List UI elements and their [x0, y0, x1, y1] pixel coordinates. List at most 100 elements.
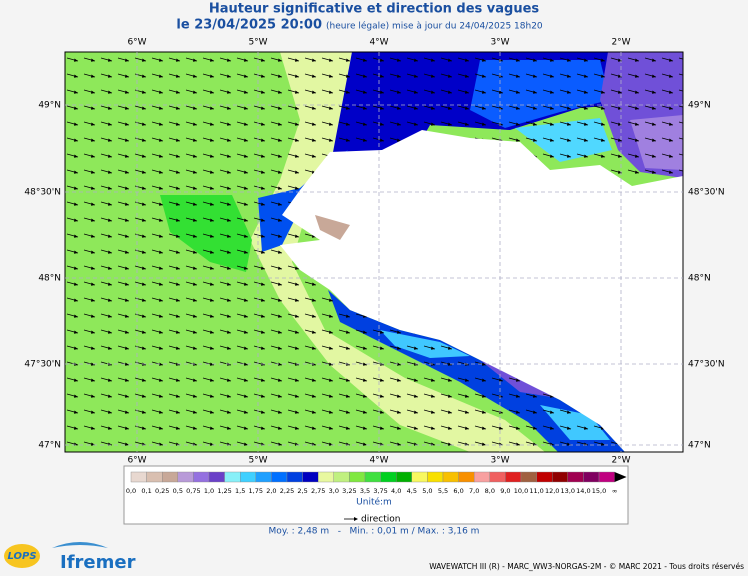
- colorbar-swatch: [536, 471, 553, 483]
- colorbar-label: 2,5: [297, 487, 307, 495]
- lon-label-top: 2°W: [611, 38, 630, 48]
- colorbar-label: 10,0: [514, 487, 528, 495]
- colorbar-swatch: [396, 471, 413, 483]
- colorbar-label: 9,0: [500, 487, 510, 495]
- colorbar-label: 4,5: [407, 487, 417, 495]
- colorbar-swatch: [146, 471, 163, 483]
- ifremer-text: Ifremer: [60, 552, 136, 573]
- colorbar-swatch: [411, 471, 428, 483]
- footer: WAVEWATCH III (R) - MARC_WW3-NORGAS-2M -…: [429, 562, 744, 571]
- colorbar-label: 5,0: [422, 487, 432, 495]
- title: Hauteur significative et direction des v…: [209, 2, 540, 17]
- colorbar-swatch: [489, 471, 506, 483]
- colorbar-label: 0,0: [126, 487, 136, 495]
- colorbar-label: 2,75: [311, 487, 325, 495]
- colorbar-swatch: [224, 471, 241, 483]
- colorbar-label: 12,0: [545, 487, 559, 495]
- lon-label-top: 6°W: [127, 38, 146, 48]
- colorbar-label: 1,25: [217, 487, 231, 495]
- colorbar-label: 2,25: [280, 487, 294, 495]
- colorbar-swatch: [364, 471, 381, 483]
- axis-labels: 6°W 6°W 5°W 5°W 4°W 4°W 3°W 3°W 2°W 2°W 49°N 49°N 48…: [24, 38, 724, 466]
- colorbar-swatch: [567, 471, 584, 483]
- lon-label-bottom: 3°W: [490, 456, 509, 466]
- colorbar-swatch: [583, 471, 600, 483]
- direction-arrow-head: [354, 517, 358, 521]
- colorbar-swatch: [271, 471, 288, 483]
- colorbar-swatch: [333, 471, 350, 483]
- colorbar-label: 3,25: [342, 487, 356, 495]
- lat-label-right: 49°N: [688, 101, 711, 111]
- lon-label-top: 5°W: [248, 38, 267, 48]
- stats: Moy. : 2,48 m - Min. : 0,01 m / Max. : 3…: [269, 527, 480, 537]
- colorbar-label: 6,0: [453, 487, 463, 495]
- lon-label-bottom: 5°W: [248, 456, 267, 466]
- colorbar-swatch: [552, 471, 569, 483]
- colorbar-swatch: [598, 471, 615, 483]
- lon-label-top: 3°W: [490, 38, 509, 48]
- colorbar-label: 15,0: [592, 487, 606, 495]
- lat-label-left: 48°30'N: [24, 188, 61, 198]
- lon-label-bottom: 6°W: [127, 456, 146, 466]
- colorbar-swatch: [286, 471, 303, 483]
- colorbar-swatch: [239, 471, 256, 483]
- colorbar-swatch: [520, 471, 537, 483]
- colorbar-label: 4,0: [391, 487, 401, 495]
- update-note: (heure légale) mise à jour du 24/04/2025…: [326, 21, 543, 32]
- colorbar-label: 3,5: [360, 487, 370, 495]
- colorbar-swatch: [302, 471, 319, 483]
- colorbar-swatch: [474, 471, 491, 483]
- lon-label-top: 4°W: [369, 38, 388, 48]
- colorbar-swatch: [427, 471, 444, 483]
- colorbar-label: 0,1: [141, 487, 151, 495]
- colorbar-swatch: [161, 471, 178, 483]
- colorbar-label: 0,25: [155, 487, 169, 495]
- direction-label: direction: [361, 515, 400, 525]
- colorbar-swatch: [442, 471, 459, 483]
- lops-text: LOPS: [7, 551, 36, 562]
- colorbar-label: 11,0: [529, 487, 543, 495]
- date: le 23/04/2025 20:00: [176, 18, 322, 33]
- colorbar-label: ∞: [612, 487, 617, 495]
- colorbar-label: 0,75: [186, 487, 200, 495]
- ifremer-wave: [52, 542, 108, 548]
- colorbar-swatch: [177, 471, 194, 483]
- lat-label-right: 47°30'N: [688, 360, 725, 370]
- colorbar-label: 7,0: [469, 487, 479, 495]
- colorbar-swatch: [255, 471, 272, 483]
- map: [65, 52, 683, 452]
- colorbar-label: 1,0: [204, 487, 214, 495]
- lat-label-right: 48°N: [688, 274, 711, 284]
- colorbar-label: 14,0: [576, 487, 590, 495]
- colorbar-label: 1,5: [235, 487, 245, 495]
- lat-label-left: 47°30'N: [24, 360, 61, 370]
- colorbar: 0,0 0,1 0,25 0,5 0,75 1,0 1,25 1,5 1,75 2,0 2,25 2,…: [126, 471, 627, 495]
- colorbar-swatch: [505, 471, 522, 483]
- graticule: [65, 52, 683, 452]
- lat-label-left: 49°N: [38, 101, 61, 111]
- map-frame: [64, 51, 684, 453]
- colorbar-swatch: [458, 471, 475, 483]
- colorbar-label: 3,75: [373, 487, 387, 495]
- colorbar-swatch: [318, 471, 335, 483]
- lat-label-left: 47°N: [38, 441, 61, 451]
- colorbar-swatch: [208, 471, 225, 483]
- lon-label-bottom: 4°W: [369, 456, 388, 466]
- lat-label-left: 48°N: [38, 274, 61, 284]
- lon-label-bottom: 2°W: [611, 456, 630, 466]
- colorbar-arrow: [614, 472, 627, 482]
- colorbar-swatch: [130, 471, 147, 483]
- colorbar-swatch: [193, 471, 210, 483]
- colorbar-label: 0,5: [173, 487, 183, 495]
- colorbar-swatch: [349, 471, 366, 483]
- colorbar-label: 1,75: [249, 487, 263, 495]
- lops-logo: [4, 544, 40, 568]
- colorbar-label: 8,0: [485, 487, 495, 495]
- colorbar-label: 13,0: [561, 487, 575, 495]
- unit-label: Unité:m: [356, 497, 392, 508]
- colorbar-swatch: [380, 471, 397, 483]
- lat-label-right: 47°N: [688, 441, 711, 451]
- lat-label-right: 48°30'N: [688, 188, 725, 198]
- colorbar-label: 3,0: [329, 487, 339, 495]
